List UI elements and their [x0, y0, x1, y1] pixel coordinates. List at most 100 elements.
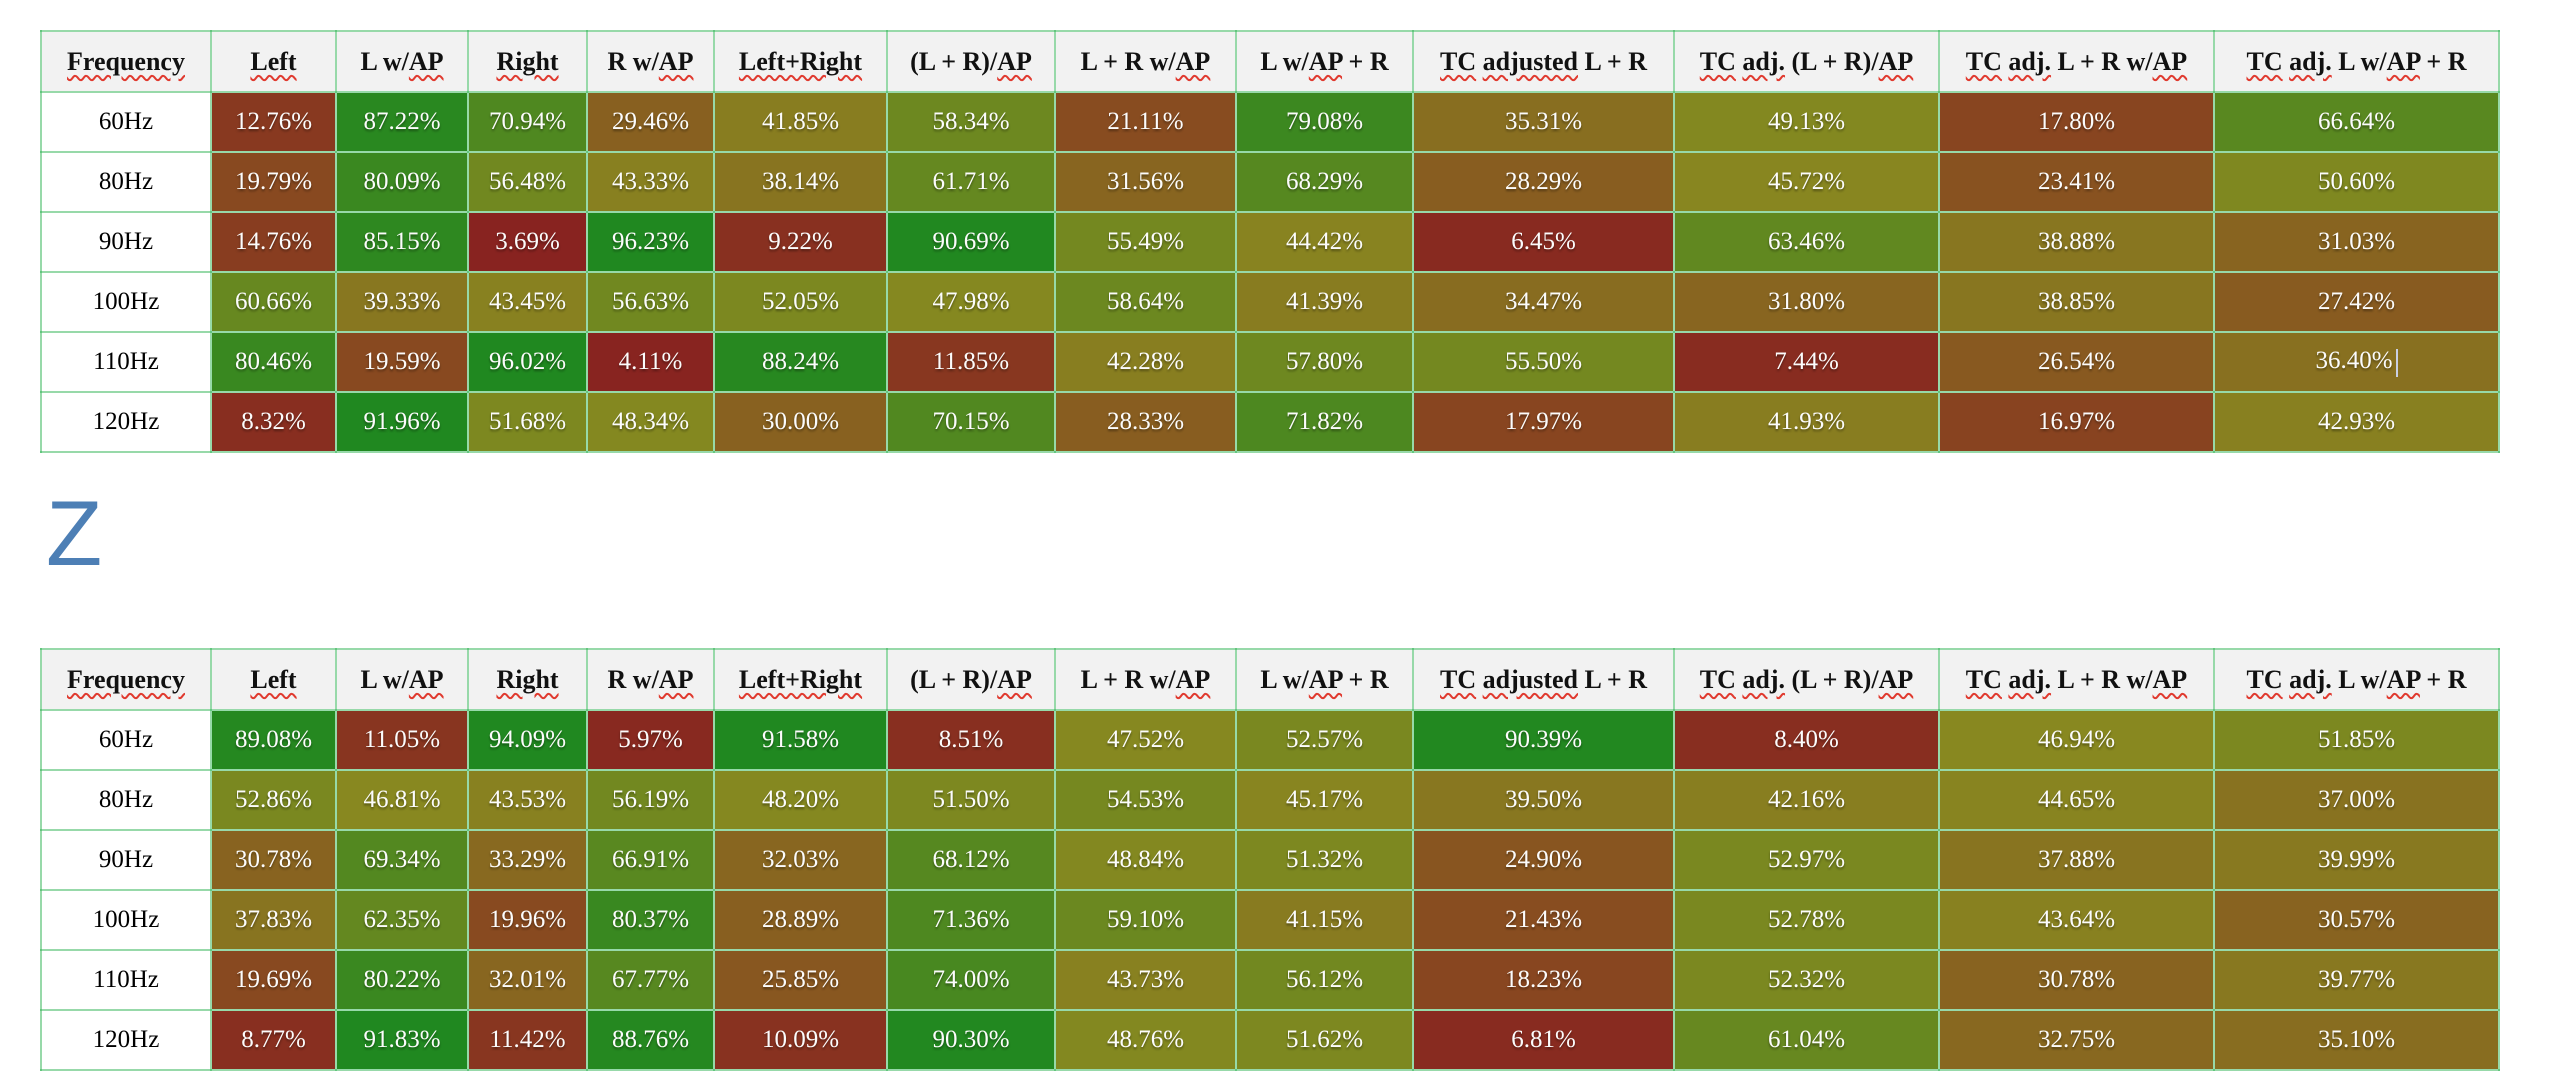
value-cell[interactable]: 8.51% [886, 709, 1056, 771]
value-cell[interactable]: 87.22% [335, 91, 469, 153]
value-cell[interactable]: 37.83% [210, 889, 337, 951]
header-cell-4[interactable]: R w/AP [586, 648, 715, 711]
value-cell[interactable]: 8.77% [210, 1009, 337, 1071]
value-cell[interactable]: 19.59% [335, 331, 469, 393]
header-cell-8[interactable]: L w/AP + R [1235, 30, 1414, 93]
row-label-cell[interactable]: 100Hz [40, 271, 212, 333]
value-cell[interactable]: 61.04% [1673, 1009, 1940, 1071]
value-cell[interactable]: 56.63% [586, 271, 715, 333]
header-cell-0[interactable]: Frequency [40, 30, 212, 93]
value-cell[interactable]: 67.77% [586, 949, 715, 1011]
value-cell[interactable]: 91.83% [335, 1009, 469, 1071]
value-cell[interactable]: 68.12% [886, 829, 1056, 891]
header-cell-9[interactable]: TC adjusted L + R [1412, 648, 1675, 711]
row-label-cell[interactable]: 60Hz [40, 709, 212, 771]
header-cell-2[interactable]: L w/AP [335, 30, 469, 93]
value-cell[interactable]: 28.33% [1054, 391, 1237, 453]
value-cell[interactable]: 27.42% [2213, 271, 2500, 333]
value-cell[interactable]: 38.14% [713, 151, 888, 213]
value-cell[interactable]: 61.71% [886, 151, 1056, 213]
value-cell[interactable]: 49.13% [1673, 91, 1940, 153]
value-cell[interactable]: 11.85% [886, 331, 1056, 393]
header-cell-10[interactable]: TC adj. (L + R)/AP [1673, 648, 1940, 711]
header-cell-12[interactable]: TC adj. L w/AP + R [2213, 30, 2500, 93]
value-cell[interactable]: 52.86% [210, 769, 337, 831]
value-cell[interactable]: 70.15% [886, 391, 1056, 453]
value-cell[interactable]: 50.60% [2213, 151, 2500, 213]
value-cell[interactable]: 31.80% [1673, 271, 1940, 333]
value-cell[interactable]: 31.03% [2213, 211, 2500, 273]
value-cell[interactable]: 55.49% [1054, 211, 1237, 273]
value-cell[interactable]: 39.50% [1412, 769, 1675, 831]
value-cell[interactable]: 29.46% [586, 91, 715, 153]
value-cell[interactable]: 28.29% [1412, 151, 1675, 213]
value-cell[interactable]: 45.72% [1673, 151, 1940, 213]
value-cell[interactable]: 37.00% [2213, 769, 2500, 831]
value-cell[interactable]: 66.91% [586, 829, 715, 891]
value-cell[interactable]: 80.46% [210, 331, 337, 393]
value-cell[interactable]: 94.09% [467, 709, 588, 771]
value-cell[interactable]: 39.99% [2213, 829, 2500, 891]
value-cell[interactable]: 46.81% [335, 769, 469, 831]
value-cell[interactable]: 56.48% [467, 151, 588, 213]
value-cell[interactable]: 28.89% [713, 889, 888, 951]
value-cell[interactable]: 52.57% [1235, 709, 1414, 771]
value-cell[interactable]: 43.33% [586, 151, 715, 213]
header-cell-4[interactable]: R w/AP [586, 30, 715, 93]
value-cell[interactable]: 80.09% [335, 151, 469, 213]
value-cell[interactable]: 19.96% [467, 889, 588, 951]
value-cell[interactable]: 41.93% [1673, 391, 1940, 453]
row-label-cell[interactable]: 110Hz [40, 331, 212, 393]
value-cell[interactable]: 59.10% [1054, 889, 1237, 951]
value-cell[interactable]: 96.23% [586, 211, 715, 273]
value-cell[interactable]: 46.94% [1938, 709, 2215, 771]
value-cell[interactable]: 43.73% [1054, 949, 1237, 1011]
value-cell[interactable]: 43.53% [467, 769, 588, 831]
value-cell[interactable]: 23.41% [1938, 151, 2215, 213]
header-cell-11[interactable]: TC adj. L + R w/AP [1938, 648, 2215, 711]
value-cell[interactable]: 18.23% [1412, 949, 1675, 1011]
value-cell[interactable]: 52.78% [1673, 889, 1940, 951]
value-cell[interactable]: 85.15% [335, 211, 469, 273]
value-cell[interactable]: 38.88% [1938, 211, 2215, 273]
value-cell[interactable]: 48.76% [1054, 1009, 1237, 1071]
value-cell[interactable]: 36.40% [2213, 331, 2500, 393]
header-cell-7[interactable]: L + R w/AP [1054, 648, 1237, 711]
header-cell-1[interactable]: Left [210, 648, 337, 711]
value-cell[interactable]: 21.11% [1054, 91, 1237, 153]
value-cell[interactable]: 17.80% [1938, 91, 2215, 153]
value-cell[interactable]: 3.69% [467, 211, 588, 273]
value-cell[interactable]: 91.96% [335, 391, 469, 453]
value-cell[interactable]: 30.78% [1938, 949, 2215, 1011]
value-cell[interactable]: 9.22% [713, 211, 888, 273]
section-heading-z[interactable]: Z [46, 483, 103, 585]
value-cell[interactable]: 55.50% [1412, 331, 1675, 393]
value-cell[interactable]: 8.32% [210, 391, 337, 453]
header-cell-12[interactable]: TC adj. L w/AP + R [2213, 648, 2500, 711]
value-cell[interactable]: 51.62% [1235, 1009, 1414, 1071]
header-cell-6[interactable]: (L + R)/AP [886, 648, 1056, 711]
value-cell[interactable]: 51.85% [2213, 709, 2500, 771]
value-cell[interactable]: 12.76% [210, 91, 337, 153]
value-cell[interactable]: 56.19% [586, 769, 715, 831]
value-cell[interactable]: 42.93% [2213, 391, 2500, 453]
header-cell-7[interactable]: L + R w/AP [1054, 30, 1237, 93]
value-cell[interactable]: 68.29% [1235, 151, 1414, 213]
value-cell[interactable]: 44.42% [1235, 211, 1414, 273]
value-cell[interactable]: 11.05% [335, 709, 469, 771]
value-cell[interactable]: 69.34% [335, 829, 469, 891]
value-cell[interactable]: 51.68% [467, 391, 588, 453]
header-cell-3[interactable]: Right [467, 30, 588, 93]
value-cell[interactable]: 30.00% [713, 391, 888, 453]
value-cell[interactable]: 30.57% [2213, 889, 2500, 951]
value-cell[interactable]: 43.45% [467, 271, 588, 333]
value-cell[interactable]: 6.45% [1412, 211, 1675, 273]
value-cell[interactable]: 51.32% [1235, 829, 1414, 891]
value-cell[interactable]: 58.64% [1054, 271, 1237, 333]
value-cell[interactable]: 52.32% [1673, 949, 1940, 1011]
value-cell[interactable]: 37.88% [1938, 829, 2215, 891]
header-cell-5[interactable]: Left+Right [713, 648, 888, 711]
header-cell-11[interactable]: TC adj. L + R w/AP [1938, 30, 2215, 93]
value-cell[interactable]: 33.29% [467, 829, 588, 891]
value-cell[interactable]: 90.39% [1412, 709, 1675, 771]
